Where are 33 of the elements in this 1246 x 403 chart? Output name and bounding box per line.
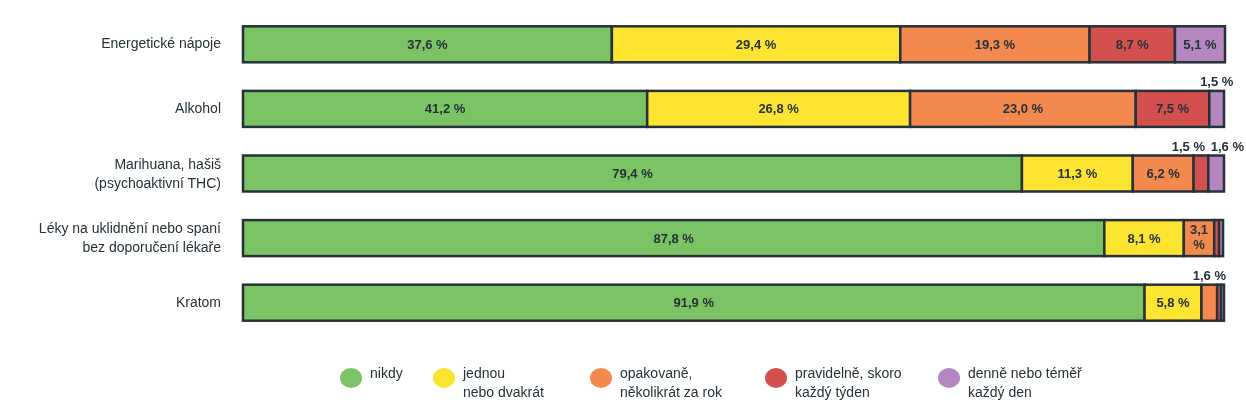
y-tick-label: Alkohol (175, 99, 221, 116)
legend-label: nikdy (370, 365, 403, 381)
data-label: 5,1 % (1183, 36, 1218, 52)
data-label: 41,2 % (424, 101, 466, 117)
y-tick-label: Marihuana, hašiš (psychoaktivní THC) (94, 155, 221, 191)
data-label: 8,1 % (1127, 230, 1162, 246)
data-label: 6,2 % (1146, 165, 1181, 181)
y-tick-label: Energetické nápoje (101, 35, 222, 51)
data-label: 7,5 % (1155, 101, 1190, 117)
data-label: 3,1 % (1189, 222, 1209, 253)
y-tick-label: Léky na uklidnění nebo spaní bez doporučení lékaře (38, 219, 222, 255)
y-tick-label: Kratom (175, 293, 221, 310)
bar (1217, 218, 1225, 258)
data-label: 1,6 % (1210, 138, 1245, 154)
data-label: 8,7 % (1115, 36, 1150, 52)
data-label: 37,6 % (407, 36, 449, 52)
bar (1219, 283, 1226, 322)
data-label: 11,3 % (1057, 165, 1098, 181)
data-label: 19,3 % (974, 36, 1016, 52)
legend-label: denně nebo téměř každý den (968, 365, 1082, 400)
data-label: 5,8 % (1156, 295, 1191, 311)
data-label: 1,6 % (1192, 267, 1227, 283)
legend-label: pravidelně, skoro každý týden (795, 365, 902, 400)
data-label: 79,4 % (612, 165, 654, 181)
data-label: 91,9 % (673, 295, 715, 311)
legend-label: opakovaně, několikrát za rok (620, 365, 723, 400)
data-label: 29,4 % (735, 36, 777, 52)
data-label: 26,8 % (758, 101, 800, 117)
data-label: 1,5 % (1171, 138, 1206, 154)
data-label: 87,8 % (653, 230, 695, 246)
data-label: 1,5 % (1200, 73, 1234, 89)
data-label: 23,0 % (1002, 101, 1044, 117)
legend-label: jednou nebo dvakrát (462, 365, 545, 400)
